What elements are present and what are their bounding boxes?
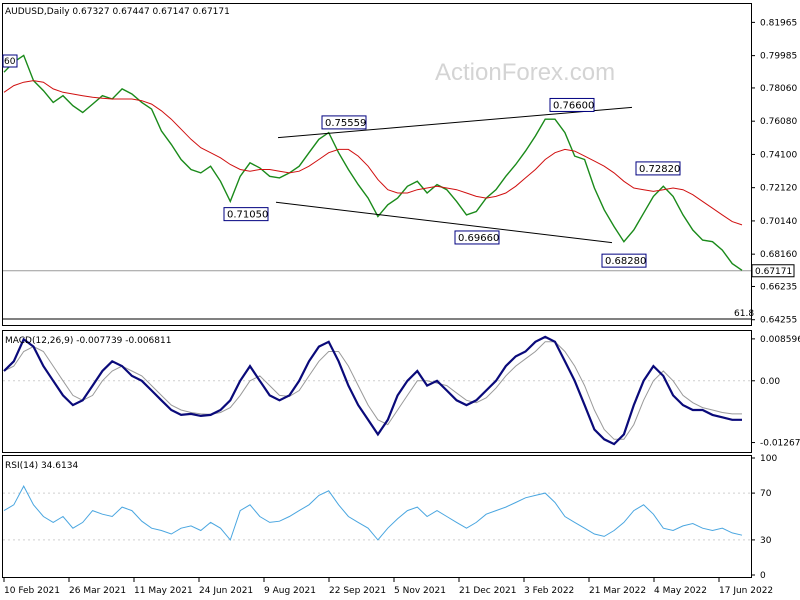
annotation-text: 0.75559 xyxy=(325,118,366,129)
x-tick-label: 11 May 2021 xyxy=(134,586,193,596)
rsi-header: RSI(14) 34.6134 xyxy=(5,461,78,471)
x-tick-label: 22 Sep 2021 xyxy=(329,586,386,596)
rsi-y-tick-label: 0 xyxy=(760,571,766,581)
x-tick-label: 10 Feb 2021 xyxy=(4,586,60,596)
annotation-text: 0.71050 xyxy=(227,210,268,221)
price-y-tick-label: 0.79985 xyxy=(760,52,797,62)
x-tick-label: 21 Mar 2022 xyxy=(589,586,646,596)
annotation-label: 0.68280 xyxy=(601,253,647,268)
annotation-label: 0.75559 xyxy=(321,115,367,130)
time-axis: 10 Feb 2021 26 Mar 2021 11 May 2021 24 Jun … xyxy=(3,578,773,596)
annotation-label: 0.69660 xyxy=(454,230,500,245)
price-y-tick-label: 0.72120 xyxy=(760,184,797,194)
macd-y-tick-label: 0.008596 xyxy=(760,335,800,345)
x-tick-label: 26 Mar 2021 xyxy=(69,586,126,596)
x-tick-label: 3 Feb 2022 xyxy=(524,586,574,596)
macd-line xyxy=(3,335,742,446)
price-y-tick-label: 0.81965 xyxy=(760,18,797,28)
rsi-y-tick-label: 100 xyxy=(760,454,777,464)
x-tick-label: 17 Jun 2022 xyxy=(719,586,773,596)
x-tick-label: 4 May 2022 xyxy=(654,586,707,596)
annotation-text: 0.72820 xyxy=(639,164,680,175)
annotation-text: 0.68280 xyxy=(605,256,646,267)
price-axis: 0.81965 0.79985 0.78060 0.76080 0.74100 0.721… xyxy=(751,18,797,326)
rsi-y-tick-label: 30 xyxy=(760,536,772,546)
rsi-lines xyxy=(3,485,751,541)
annotation-label: 0.76600 xyxy=(549,97,595,112)
price-lines xyxy=(3,54,743,271)
macd-lines xyxy=(3,335,751,446)
current-price-label: 0.67171 xyxy=(755,267,792,277)
price-panel xyxy=(2,3,752,326)
macd-y-tick-label: 0.00 xyxy=(760,377,780,387)
annotation-box xyxy=(321,115,367,130)
rsi-line xyxy=(3,485,743,541)
annotation-box xyxy=(454,230,500,245)
price-header: AUDUSD,Daily 0.67327 0.67447 0.67147 0.6… xyxy=(5,7,230,17)
rsi-y-tick-label: 70 xyxy=(760,489,772,499)
x-tick-label: 21 Dec 2021 xyxy=(459,586,517,596)
price-series-line xyxy=(3,54,743,271)
annotation-label: 0.71050 xyxy=(223,207,269,222)
price-y-tick-label: 0.68160 xyxy=(760,250,797,260)
price-y-tick-label: 0.70140 xyxy=(760,217,797,227)
annotation-label: 0.72820 xyxy=(635,161,681,176)
x-tick-label: 24 Jun 2021 xyxy=(199,586,253,596)
annotation-box xyxy=(223,207,269,222)
annotation-box xyxy=(601,253,647,268)
lower-trendline xyxy=(275,201,613,244)
macd-header: MACD(12,26,9) -0.007739 -0.006811 xyxy=(5,336,171,346)
edge-label: 60 xyxy=(4,57,16,67)
annotation-text: 0.76600 xyxy=(553,100,594,111)
rsi-panel xyxy=(2,455,752,578)
price-y-tick-label: 0.64255 xyxy=(760,316,797,326)
moving-average-line xyxy=(3,80,743,226)
price-y-tick-label: 0.78060 xyxy=(760,84,797,94)
current-price-box xyxy=(751,264,795,278)
macd-y-tick-label: -0.01267 xyxy=(760,439,800,449)
price-y-tick-label: 0.66235 xyxy=(760,282,797,292)
price-annotations: 0.75559 0.76600 0.71050 0.69660 0.72820 0.682… xyxy=(223,97,681,268)
watermark: ActionForex.com xyxy=(435,59,615,86)
price-y-tick-label: 0.74100 xyxy=(760,150,797,160)
annotation-box xyxy=(549,97,595,112)
price-grid xyxy=(3,270,751,320)
annotation-text: 0.69660 xyxy=(458,233,499,244)
macd-axis: 0.008596 0.00 -0.01267 xyxy=(751,335,800,449)
x-tick-label: 5 Nov 2021 xyxy=(394,586,446,596)
x-tick-label: 9 Aug 2021 xyxy=(264,586,316,596)
price-y-tick-label: 0.76080 xyxy=(760,117,797,127)
upper-trendline xyxy=(277,106,633,139)
annotation-box xyxy=(635,161,681,176)
edge-label-box: 60 xyxy=(2,54,18,68)
rsi-axis: 100 70 30 0 xyxy=(751,454,777,581)
fib-label: 61.8 xyxy=(734,309,754,319)
